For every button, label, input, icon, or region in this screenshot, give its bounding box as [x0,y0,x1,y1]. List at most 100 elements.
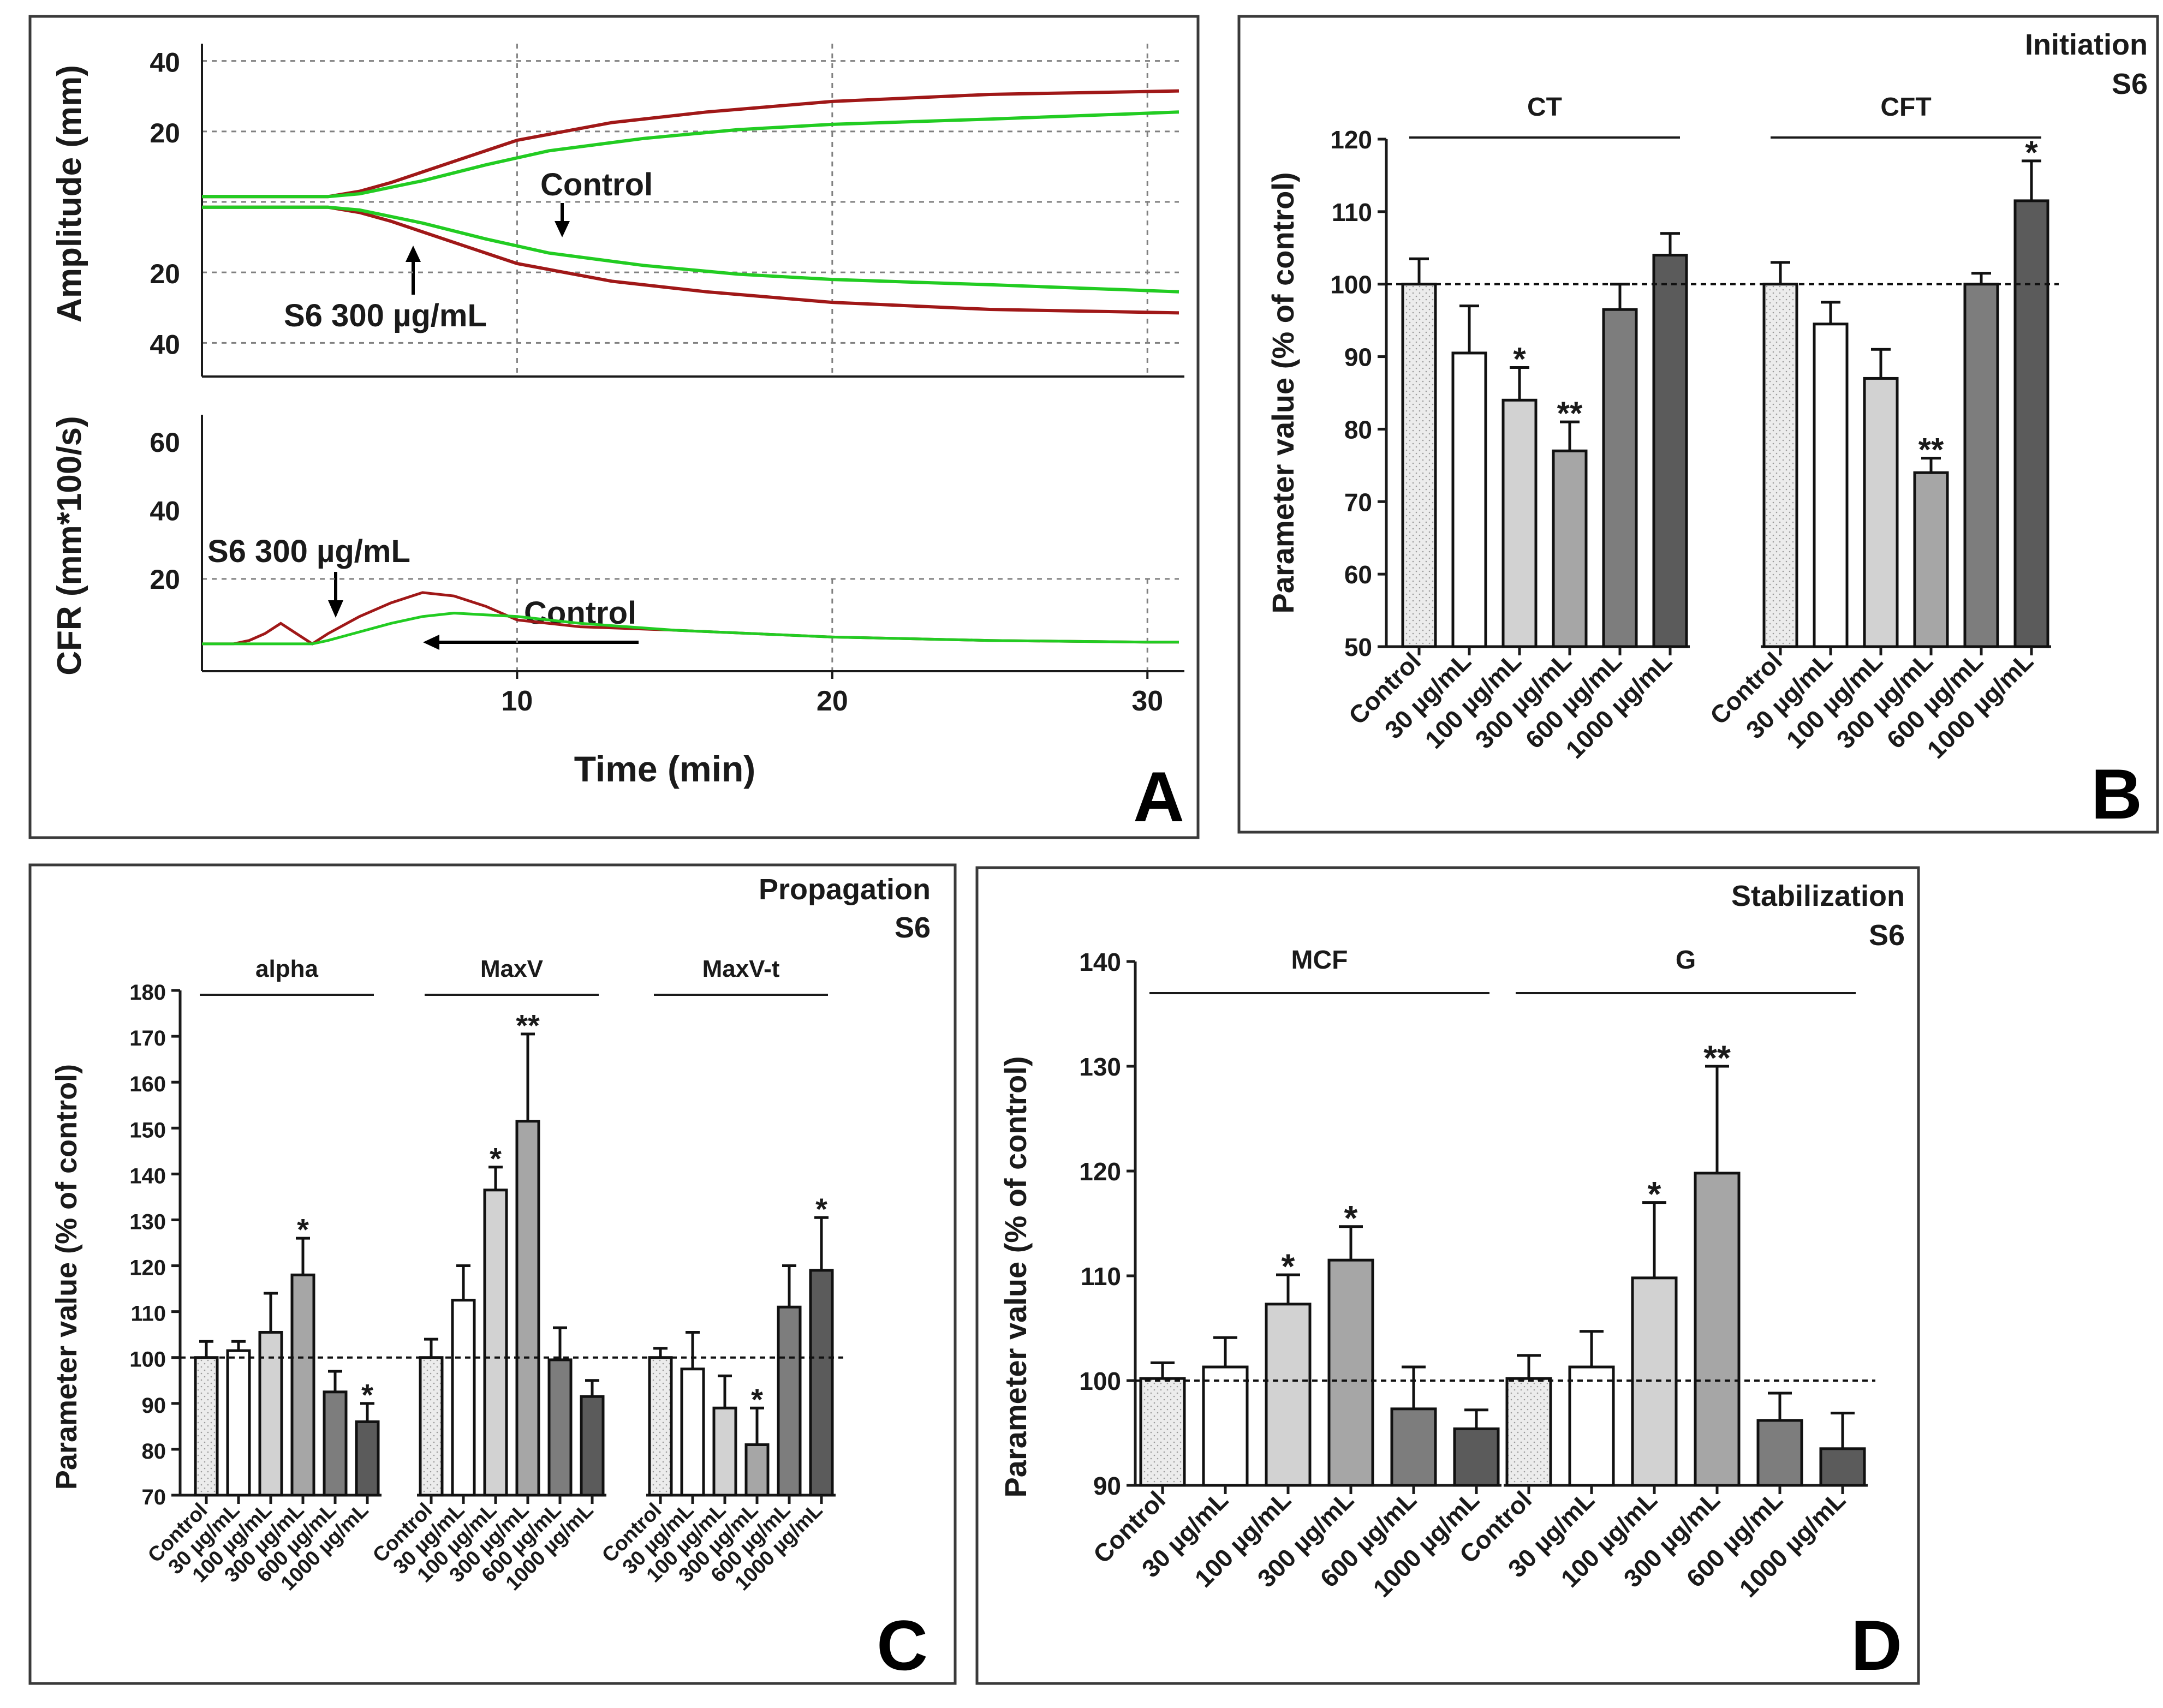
panel-b-bar [1963,283,1999,648]
panel-a-frame [28,15,1200,839]
panel-c-y-tick-label: 100 [129,1348,166,1372]
panel-c-significance-marker: * [815,1192,827,1226]
panel-d-bar [1265,1303,1312,1487]
cfr-axis-label: CFR (mm*100/s) [51,416,88,675]
annotation-arrows [328,203,639,650]
panel-c-bar [680,1367,705,1497]
panel-letter-b: B [2091,754,2142,834]
panel-c-bar [355,1420,380,1497]
panel-b-group-label: CT [1527,93,1562,122]
s6-amplitude-trace [202,89,1179,199]
panel-d-bar [1756,1419,1803,1487]
panel-d-frame [975,866,1920,1685]
panel-c-y-tick-label: 120 [129,1256,166,1280]
panel-c-y-tick-label: 80 [142,1440,166,1464]
amplitude-tick-label: 20 [150,259,180,289]
panel-c-bar [580,1395,605,1497]
panel-c-bar [744,1443,770,1497]
panel-c: Propagation S6 Parameter value (% of con… [50,873,931,1685]
amplitude-tick-label: 40 [150,47,180,78]
time-tick-label: 30 [1131,685,1163,717]
panel-letter-c: C [877,1605,928,1685]
panel-d-bar [1505,1377,1552,1487]
panel-b-bar [1501,398,1538,648]
panel-c-bar [451,1299,476,1497]
panel-c-significance-marker: ** [516,1008,540,1042]
panel-b-significance-marker: ** [1918,432,1944,468]
panel-b-y-tick-label: 100 [1330,271,1372,299]
cfr-tick-label: 60 [150,427,180,458]
panel-c-y-tick-label: 160 [129,1072,166,1096]
panel-d-y-tick-label: 110 [1081,1262,1121,1291]
propagation-subtitle: S6 [895,911,931,944]
panel-b-frame [1237,15,2159,834]
panel-c-bar [712,1406,737,1497]
panel-d-bar [1819,1447,1866,1487]
panel-d-y-tick-label: 120 [1079,1157,1121,1186]
panel-d-bar [1568,1365,1615,1487]
cfr-tick-label: 20 [150,564,180,595]
panel-b-bar [1652,254,1688,648]
panel-c-bar [226,1349,251,1497]
panel-d-y-tick-label: 130 [1079,1053,1121,1081]
amplitude-tick-label: 20 [150,118,180,148]
panel-d: Stabilization S6 Parameter value (% of c… [998,880,1905,1685]
panel-d-bar [1139,1377,1186,1487]
panel-d-bar [1694,1172,1741,1487]
panel-d-bar [1390,1407,1437,1487]
panel-c-y-tick-label: 90 [142,1394,166,1418]
panel-b-bar [1451,351,1487,648]
panel-b-bar [2013,199,2049,648]
panel-b-y-tick-label: 120 [1330,126,1372,154]
panel-c-bar [777,1305,802,1497]
panel-c-significance-marker: * [490,1141,502,1175]
stabilization-title: Stabilization [1731,880,1905,912]
panel-c-y-tick-label: 130 [129,1210,166,1234]
control-cfr-trace [202,611,1179,646]
time-tick-label: 10 [501,685,533,717]
panel-c-bar [648,1356,673,1497]
panel-c-significance-marker: * [297,1213,309,1247]
panel-b-bar [1602,308,1638,648]
panel-d-significance-marker: ** [1703,1038,1731,1077]
panel-b-bar [1552,449,1588,648]
panel-c-significance-marker: * [751,1382,763,1417]
amplitude-axis-label: Amplitude (mm) [51,65,88,323]
panel-c-ylabel: Parameter value (% of control) [50,1064,83,1490]
panel-b-y-tick-label: 60 [1344,560,1372,589]
panel-b-bar [1813,323,1849,648]
panel-c-bar [483,1189,508,1497]
panel-d-significance-marker: * [1648,1174,1661,1214]
panel-b-bar [1913,471,1949,648]
panel-b-y-tick-label: 50 [1344,633,1372,661]
panel-d-group-label: MCF [1291,946,1348,975]
panel-c-bar [194,1356,219,1497]
panel-d-bar [1453,1427,1500,1487]
panel-b: Initiation S6 Parameter value (% of cont… [1266,28,2148,834]
panel-d-y-tick-label: 100 [1079,1367,1121,1395]
amplitude-tick-label: 40 [150,329,180,360]
control-annotation-amplitude: Control [540,167,653,202]
stabilization-subtitle: S6 [1869,919,1905,952]
initiation-title: Initiation [2025,28,2148,61]
panel-b-y-tick-label: 110 [1332,198,1372,226]
panel-b-y-tick-label: 80 [1344,415,1372,444]
panel-d-y-tick-label: 90 [1093,1472,1121,1500]
panel-b-significance-marker: ** [1557,395,1583,432]
propagation-title: Propagation [759,873,931,906]
s6-annotation-amplitude: S6 300 µg/mL [284,298,487,333]
panel-d-group-label: G [1676,946,1696,975]
panel-b-significance-marker: * [1513,341,1526,378]
chart-marks: 40 20 20 40 60 40 20 10 20 30 50 60 70 80 90 100 110 120 C… [129,44,2059,1603]
panel-letter-d: D [1851,1605,1902,1685]
panel-d-significance-marker: * [1282,1246,1295,1286]
time-axis-label: Time (min) [574,749,755,789]
panel-b-bar [1401,283,1437,648]
panel-b-ylabel: Parameter value (% of control) [1266,172,1300,613]
panel-c-y-tick-label: 150 [129,1118,166,1142]
panel-c-y-tick-label: 70 [142,1485,166,1509]
panel-c-bar [809,1269,834,1497]
panel-d-significance-marker: * [1344,1198,1358,1238]
panel-c-significance-marker: * [361,1377,373,1412]
